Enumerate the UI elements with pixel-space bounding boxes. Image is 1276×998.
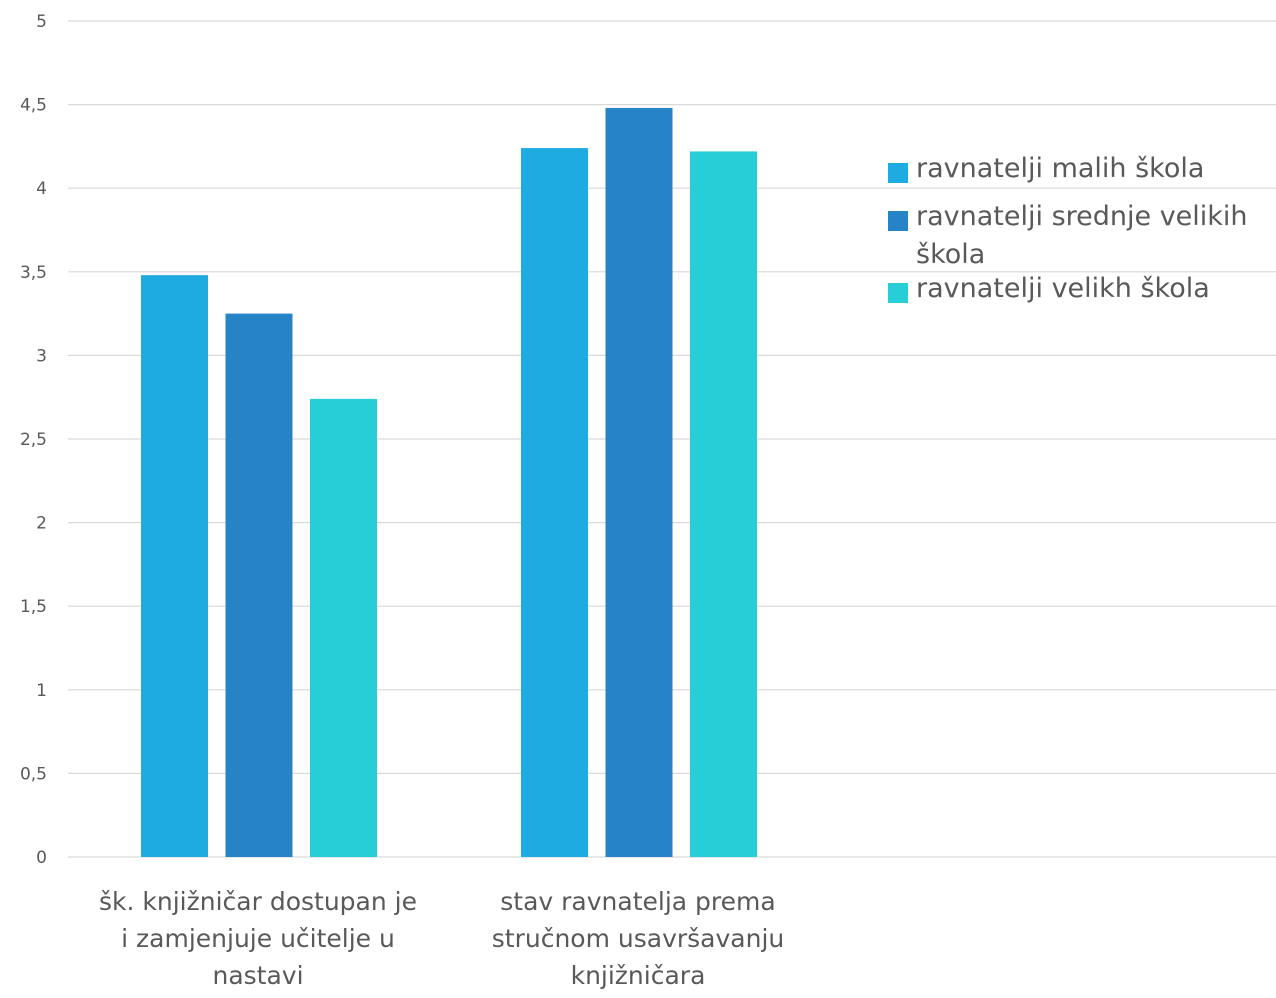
y-tick-label: 2,5 — [20, 430, 47, 450]
legend-item-small-schools[interactable]: ravnatelji malih škola — [888, 150, 1274, 188]
y-tick-label: 1 — [36, 681, 47, 701]
bar-series-3-category-1[interactable] — [310, 398, 377, 857]
y-tick-label: 2 — [36, 514, 47, 534]
bar-series-2-category-1[interactable] — [225, 313, 293, 858]
bar-series-2-category-2[interactable] — [605, 107, 673, 858]
x-axis-labels: šk. knjižničar dostupan je i zamjenjuje u… — [99, 887, 784, 990]
legend-swatch-medium-schools — [888, 211, 908, 231]
bar-series-1-category-1[interactable] — [141, 275, 208, 857]
legend-label-small-schools: ravnatelji malih škola — [916, 153, 1205, 184]
legend-swatch-large-schools — [888, 283, 908, 303]
y-axis-ticks: 0 0,5 1 1,5 2 2,5 3 3,5 4 4,5 5 — [20, 12, 47, 868]
legend-item-large-schools[interactable]: ravnatelji velikh škola — [888, 270, 1274, 308]
legend-label-large-schools: ravnatelji velikh škola — [916, 273, 1210, 304]
y-tick-label: 4,5 — [20, 96, 47, 116]
bars — [141, 107, 757, 858]
y-tick-label: 3 — [36, 346, 47, 366]
legend-label-medium-schools: ravnatelji srednje velikih škola — [916, 201, 1248, 270]
y-tick-label: 3,5 — [20, 263, 47, 283]
legend-swatch-small-schools — [888, 163, 908, 183]
x-category-label: stav ravnatelja prema stručnom usavršavan… — [492, 887, 785, 990]
x-category-label: šk. knjižničar dostupan je i zamjenjuje u… — [99, 887, 417, 990]
y-tick-label: 4 — [36, 179, 47, 199]
y-tick-label: 1,5 — [20, 597, 47, 617]
y-tick-label: 0 — [36, 848, 47, 868]
bar-series-3-category-2[interactable] — [690, 151, 757, 857]
y-tick-label: 0,5 — [20, 764, 47, 784]
bar-series-1-category-2[interactable] — [521, 148, 588, 857]
legend: ravnatelji malih škola ravnatelji srednj… — [888, 150, 1274, 318]
y-tick-label: 5 — [36, 12, 47, 32]
legend-item-medium-schools[interactable]: ravnatelji srednje velikih škola — [888, 198, 1274, 274]
